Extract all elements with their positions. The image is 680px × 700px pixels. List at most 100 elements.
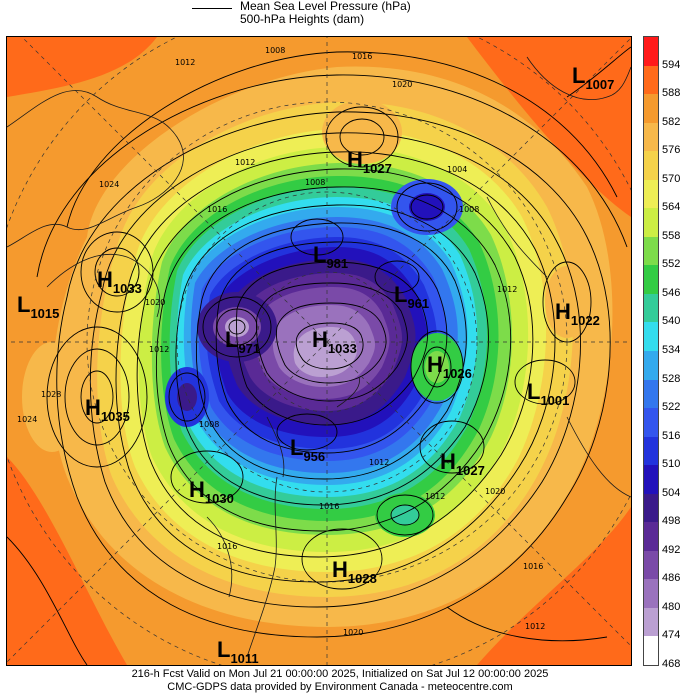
colorbar-tick-label: 570 xyxy=(662,172,680,185)
colorbar-cell xyxy=(644,236,658,266)
forecast-map-canvas: 1012 1008 1016 1020 1024 1012 1008 1016 1004 1008… xyxy=(7,37,631,665)
colorbar-tick-label: 564 xyxy=(662,201,680,214)
high-pressure-center: H1022 xyxy=(555,299,600,328)
colorbar-tick-label: 468 xyxy=(662,658,680,670)
colorbar-cell xyxy=(644,579,658,609)
colorbar-cell xyxy=(644,37,658,67)
colorbar-cell xyxy=(644,265,658,295)
colorbar-tick-label: 480 xyxy=(662,600,680,613)
isobar-label: 1008 xyxy=(305,178,325,187)
colorbar-tick-label: 504 xyxy=(662,486,680,499)
isobar-label: 1008 xyxy=(265,46,285,55)
coastlines xyxy=(7,56,631,658)
colorbar-cell xyxy=(644,522,658,552)
colorbar-tick-label: 576 xyxy=(662,144,680,157)
height-colorbar xyxy=(643,36,659,666)
map-header: Mean Sea Level Pressure (hPa) 500-hPa He… xyxy=(0,0,680,36)
colorbar-cell xyxy=(644,322,658,352)
isobar-label: 1012 xyxy=(369,458,389,467)
colorbar-cell xyxy=(644,94,658,124)
isobar-label: 1008 xyxy=(459,205,479,214)
low-pressure-center: L971 xyxy=(225,327,260,356)
isobar-label: 1012 xyxy=(235,158,255,167)
colorbar-cell xyxy=(644,607,658,637)
colorbar-tick-label: 558 xyxy=(662,229,680,242)
colorbar-cell xyxy=(644,636,658,666)
high-pressure-center: H1026 xyxy=(427,352,472,381)
legend-heights-label: 500-hPa Heights (dam) xyxy=(240,12,365,26)
colorbar-cell xyxy=(644,379,658,409)
colorbar-tick-label: 522 xyxy=(662,401,680,414)
colorbar-tick-label: 582 xyxy=(662,115,680,128)
colorbar-cell xyxy=(644,408,658,438)
high-pressure-center: H1033 xyxy=(312,327,357,356)
isobar-label: 1016 xyxy=(319,502,339,511)
high-pressure-center: H1027 xyxy=(347,147,392,176)
isobar-label: 1004 xyxy=(447,165,467,174)
isobar-label: 1012 xyxy=(175,58,195,67)
colorbar-tick-label: 588 xyxy=(662,87,680,100)
low-pressure-center: L956 xyxy=(290,435,325,464)
colorbar-tick-label: 516 xyxy=(662,429,680,442)
colorbar-cell xyxy=(644,122,658,152)
isobar-label: 1028 xyxy=(41,390,61,399)
colorbar-cell xyxy=(644,436,658,466)
low-pressure-center: L981 xyxy=(313,242,348,271)
colorbar-cell xyxy=(644,65,658,95)
low-pressure-center: L1007 xyxy=(572,63,614,92)
legend-mslp-label: Mean Sea Level Pressure (hPa) xyxy=(240,0,411,13)
low-pressure-center: L1011 xyxy=(217,637,259,665)
isobar-label: 1020 xyxy=(392,80,412,89)
colorbar-tick-label: 474 xyxy=(662,629,680,642)
isobar-label: 1012 xyxy=(425,492,445,501)
isobar-contours xyxy=(7,46,631,665)
isobar-labels: 1012 1008 1016 1020 1024 1012 1008 1016 1004 1008… xyxy=(17,46,545,637)
high-pressure-center: H1028 xyxy=(332,557,377,586)
isobar-label: 1008 xyxy=(199,420,219,429)
isobar-label: 1016 xyxy=(207,205,227,214)
colorbar-tick-label: 486 xyxy=(662,572,680,585)
low-pressure-center: L961 xyxy=(394,282,429,311)
isobar-label: 1016 xyxy=(523,562,543,571)
colorbar-cell xyxy=(644,293,658,323)
forecast-valid-text: 216-h Fcst Valid on Mon Jul 21 00:00:00 … xyxy=(131,668,549,680)
isobar-label: 1012 xyxy=(497,285,517,294)
colorbar-cell xyxy=(644,179,658,209)
isobar-label: 1020 xyxy=(343,628,363,637)
high-pressure-center: H1030 xyxy=(189,477,234,506)
colorbar-tick-label: 498 xyxy=(662,515,680,528)
isobar-label: 1016 xyxy=(217,542,237,551)
colorbar-tick-label: 546 xyxy=(662,286,680,299)
high-pressure-center: H1027 xyxy=(440,449,485,478)
colorbar-tick-label: 594 xyxy=(662,58,680,71)
colorbar-cell xyxy=(644,208,658,238)
high-pressure-center: H1035 xyxy=(85,395,130,424)
colorbar-tick-label: 540 xyxy=(662,315,680,328)
isobar-label: 1020 xyxy=(485,487,505,496)
colorbar-cell xyxy=(644,465,658,495)
isobar-label: 1016 xyxy=(352,52,372,61)
isobar-label: 1024 xyxy=(99,180,119,189)
map-footer: 216-h Fcst Valid on Mon Jul 21 00:00:00 … xyxy=(0,668,680,694)
colorbar-tick-label: 492 xyxy=(662,543,680,556)
colorbar-tick-label: 510 xyxy=(662,458,680,471)
colorbar-tick-label: 534 xyxy=(662,344,680,356)
isobar-label: 1024 xyxy=(17,415,37,424)
low-pressure-center: L1001 xyxy=(527,379,569,408)
lat-lon-grid xyxy=(7,37,631,665)
high-pressure-center: H1033 xyxy=(97,267,142,296)
isobar-label: 1012 xyxy=(149,345,169,354)
pressure-centers: L1007 H1027 H1033 L1015 L981 L961 H1022 L971 H10… xyxy=(17,63,614,665)
isobar-label: 1012 xyxy=(525,622,545,631)
colorbar-cell xyxy=(644,351,658,381)
colorbar-cell xyxy=(644,493,658,523)
data-credit-text: CMC-GDPS data provided by Environment Ca… xyxy=(167,681,513,693)
colorbar-tick-label: 528 xyxy=(662,372,680,385)
colorbar-cell xyxy=(644,151,658,181)
forecast-map: 1012 1008 1016 1020 1024 1012 1008 1016 1004 1008… xyxy=(6,36,632,666)
isobar-legend-line xyxy=(192,8,232,9)
low-pressure-center: L1015 xyxy=(17,292,59,321)
isobar-label: 1020 xyxy=(145,298,165,307)
colorbar-tick-label: 552 xyxy=(662,258,680,271)
colorbar-cell xyxy=(644,550,658,580)
